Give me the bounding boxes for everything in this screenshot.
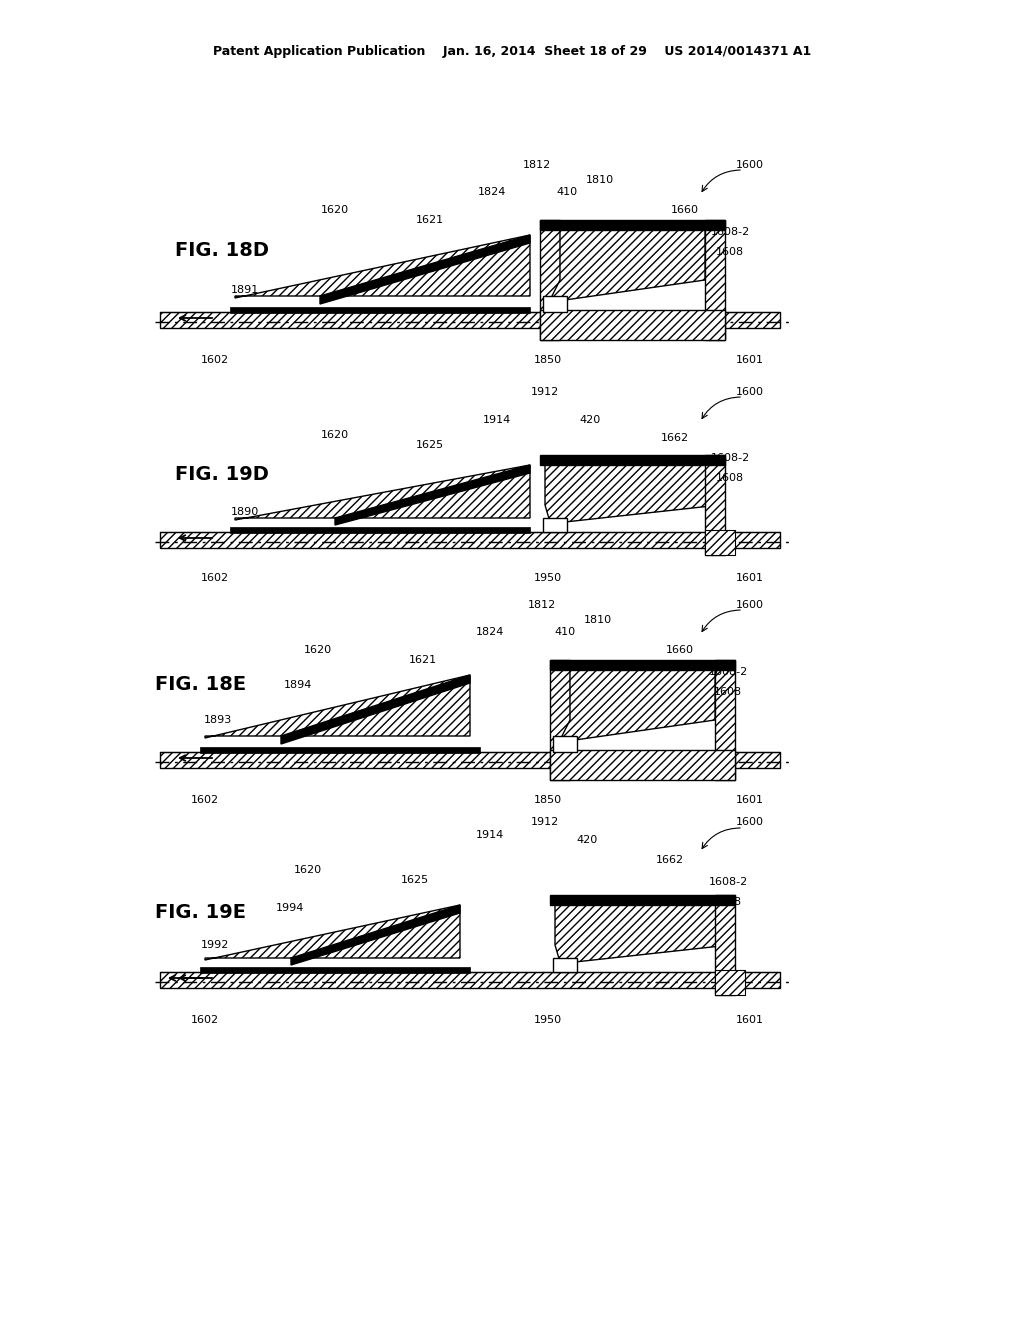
- Text: 1662: 1662: [656, 855, 684, 865]
- Text: FIG. 19D: FIG. 19D: [175, 466, 269, 484]
- Polygon shape: [545, 465, 720, 521]
- Polygon shape: [291, 906, 460, 965]
- Text: 1602: 1602: [201, 573, 229, 583]
- Polygon shape: [560, 671, 715, 741]
- Text: 410: 410: [554, 627, 575, 638]
- Text: 1893: 1893: [204, 715, 232, 725]
- Text: 1608: 1608: [714, 898, 742, 907]
- Polygon shape: [553, 737, 577, 752]
- Polygon shape: [540, 310, 725, 341]
- Text: 1660: 1660: [671, 205, 699, 215]
- Text: 1810: 1810: [584, 615, 612, 624]
- Text: 1608-2: 1608-2: [709, 667, 748, 677]
- Text: 1600: 1600: [736, 817, 764, 828]
- Text: 410: 410: [556, 187, 578, 197]
- Text: 1824: 1824: [478, 187, 506, 197]
- Text: 1600: 1600: [736, 387, 764, 397]
- Text: 1621: 1621: [416, 215, 444, 224]
- Polygon shape: [550, 230, 705, 300]
- Polygon shape: [160, 312, 780, 327]
- Polygon shape: [550, 660, 570, 780]
- Text: 1662: 1662: [660, 433, 689, 444]
- Polygon shape: [715, 970, 745, 995]
- Polygon shape: [715, 895, 735, 995]
- Polygon shape: [540, 455, 725, 465]
- Text: 1914: 1914: [483, 414, 511, 425]
- Polygon shape: [230, 527, 530, 533]
- Text: FIG. 18E: FIG. 18E: [155, 676, 246, 694]
- Text: 1602: 1602: [190, 1015, 219, 1026]
- Text: 1608: 1608: [716, 247, 744, 257]
- Text: 1994: 1994: [275, 903, 304, 913]
- Text: 1602: 1602: [190, 795, 219, 805]
- Polygon shape: [550, 660, 735, 671]
- Text: 1950: 1950: [534, 1015, 562, 1026]
- Text: FIG. 19E: FIG. 19E: [155, 903, 246, 921]
- Text: 1625: 1625: [416, 440, 444, 450]
- Polygon shape: [234, 235, 530, 298]
- Text: 1608-2: 1608-2: [711, 453, 750, 463]
- Polygon shape: [200, 747, 480, 752]
- Polygon shape: [543, 517, 567, 532]
- Text: 1850: 1850: [534, 355, 562, 366]
- Text: 1812: 1812: [523, 160, 551, 170]
- Text: 1912: 1912: [530, 387, 559, 397]
- Text: 1600: 1600: [736, 160, 764, 170]
- Text: 1890: 1890: [230, 507, 259, 517]
- Text: 420: 420: [580, 414, 601, 425]
- Text: 420: 420: [577, 836, 598, 845]
- Text: 1620: 1620: [321, 205, 349, 215]
- Polygon shape: [543, 296, 567, 312]
- Text: 1625: 1625: [401, 875, 429, 884]
- Polygon shape: [205, 906, 460, 960]
- Polygon shape: [553, 958, 577, 972]
- Text: 1891: 1891: [230, 285, 259, 294]
- Polygon shape: [555, 906, 730, 962]
- Text: 1601: 1601: [736, 355, 764, 366]
- Text: 1601: 1601: [736, 573, 764, 583]
- Polygon shape: [705, 455, 725, 554]
- Polygon shape: [550, 895, 735, 906]
- Text: 1602: 1602: [201, 355, 229, 366]
- Text: 1608-2: 1608-2: [711, 227, 750, 238]
- Text: 1601: 1601: [736, 795, 764, 805]
- Text: 1850: 1850: [534, 795, 562, 805]
- Text: 1620: 1620: [304, 645, 332, 655]
- Text: 1824: 1824: [476, 627, 504, 638]
- Text: 1600: 1600: [736, 601, 764, 610]
- Polygon shape: [160, 752, 780, 768]
- Polygon shape: [335, 465, 530, 525]
- Text: 1950: 1950: [534, 573, 562, 583]
- Polygon shape: [160, 532, 780, 548]
- Text: 1608: 1608: [716, 473, 744, 483]
- Text: 1608-2: 1608-2: [709, 876, 748, 887]
- Text: 1620: 1620: [321, 430, 349, 440]
- Text: 1812: 1812: [528, 601, 556, 610]
- Polygon shape: [540, 220, 560, 341]
- Polygon shape: [550, 750, 735, 780]
- Text: 1621: 1621: [409, 655, 437, 665]
- Text: 1620: 1620: [294, 865, 323, 875]
- Text: 1914: 1914: [476, 830, 504, 840]
- Text: FIG. 18D: FIG. 18D: [175, 240, 269, 260]
- Polygon shape: [281, 675, 470, 744]
- Text: 1992: 1992: [201, 940, 229, 950]
- Polygon shape: [319, 235, 530, 304]
- Polygon shape: [715, 660, 735, 780]
- Polygon shape: [540, 220, 725, 230]
- Polygon shape: [234, 465, 530, 520]
- Polygon shape: [200, 968, 470, 973]
- Polygon shape: [160, 972, 780, 987]
- Text: Patent Application Publication    Jan. 16, 2014  Sheet 18 of 29    US 2014/00143: Patent Application Publication Jan. 16, …: [213, 45, 811, 58]
- Text: 1601: 1601: [736, 1015, 764, 1026]
- Polygon shape: [230, 308, 530, 313]
- Text: 1894: 1894: [284, 680, 312, 690]
- Polygon shape: [205, 675, 470, 738]
- Polygon shape: [705, 531, 735, 554]
- Text: 1608: 1608: [714, 686, 742, 697]
- Text: 1810: 1810: [586, 176, 614, 185]
- Text: 1912: 1912: [530, 817, 559, 828]
- Polygon shape: [705, 220, 725, 341]
- Text: 1660: 1660: [666, 645, 694, 655]
